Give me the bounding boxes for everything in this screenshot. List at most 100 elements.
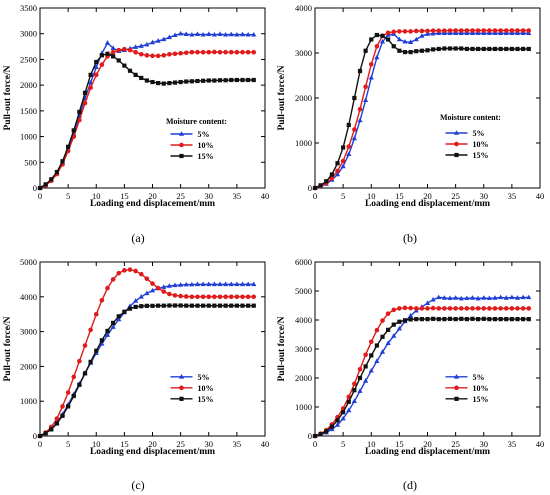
- panel-a-series-1-point: [189, 49, 195, 55]
- panel-b-legend-label-1: 10%: [473, 140, 489, 149]
- panel-d-series-0-point: [436, 294, 442, 300]
- panel-a-xtick-label: 20: [148, 191, 157, 201]
- panel-a-series-0-point: [138, 43, 144, 48]
- panel-d-series-2-point: [470, 316, 475, 321]
- panel-d-series-0-point: [453, 295, 459, 300]
- panel-c-series-2-point: [178, 303, 183, 308]
- panel-b-series-2-point: [318, 183, 323, 188]
- panel-c-series-2-point: [105, 328, 110, 334]
- panel-b-series-1-point: [402, 29, 408, 34]
- panel-a-xtick-label: 10: [92, 191, 101, 201]
- panel-c-series-0-point: [166, 283, 172, 288]
- panel-b-series-0-line: [314, 32, 529, 189]
- panel-c-series-2-point: [37, 433, 43, 439]
- panel-d-xtick-label: 20: [423, 439, 432, 449]
- panel-d-series-1-point: [430, 305, 436, 311]
- panel-a: Pull-out force/N Loading end displacemen…: [3, 3, 269, 245]
- panel-a-series-0-point: [206, 31, 212, 37]
- panel-b-series-1-point: [515, 28, 520, 33]
- panel-c-series-0-point: [110, 324, 116, 329]
- panel-c-series-2-point: [99, 338, 104, 343]
- panel-c-series-2-point: [111, 320, 116, 325]
- panel-b-legend-title: Moisture content:: [440, 113, 501, 122]
- panel-a-series-1-point: [228, 49, 234, 55]
- panel-c-series-2-point: [167, 303, 172, 308]
- panel-c-series-2-point: [94, 348, 99, 353]
- panel-a-series-1-point: [122, 46, 127, 52]
- panel-b-series-0-point: [430, 30, 436, 36]
- panel-d-series-1-point: [374, 327, 380, 333]
- panel-c-xtick-label: 40: [261, 439, 270, 449]
- panel-d-series-2-point: [357, 375, 363, 381]
- panel-d-xtick-label: 35: [508, 439, 517, 449]
- panel-d-series-0-point: [526, 294, 532, 300]
- panel-c-ylabel: Pull-out force/N: [3, 316, 13, 381]
- panel-d-series-0-point: [481, 295, 487, 300]
- panel-b-series-1-point: [430, 28, 436, 34]
- panel-d-series-1-point: [408, 305, 413, 311]
- panel-b-series-1-point: [503, 28, 509, 33]
- panel-c-ytick-label: 4000: [20, 292, 37, 302]
- panel-a-series-1-point: [183, 50, 189, 56]
- panel-d-series-2-point: [335, 418, 340, 423]
- panel-b-series-1-point: [340, 158, 346, 164]
- panel-d-ytick-label: 1000: [295, 402, 312, 412]
- panel-c-series-2-point: [150, 303, 155, 308]
- panel-c-series-1-point: [138, 271, 144, 277]
- panel-b-series-2-point: [369, 37, 374, 42]
- panel-a-legend-label-2: 15%: [198, 152, 214, 161]
- panel-d-series-1-point: [425, 306, 430, 311]
- panel-a-series-0-point: [110, 45, 116, 50]
- panel-c-series-1-point: [234, 294, 240, 300]
- panel-c-series-1-point: [93, 311, 99, 317]
- panel-a-series-2-point: [71, 128, 76, 133]
- panel-a-series-2-point: [144, 78, 149, 83]
- panel-b-xtick-label: 30: [480, 191, 489, 201]
- panel-c-series-2-point: [144, 303, 149, 308]
- panel-a-series-0-point: [104, 40, 111, 45]
- panel-d-series-2-point: [521, 317, 526, 322]
- panel-c-series-0-point: [206, 281, 212, 287]
- panel-a-series-1-point: [93, 72, 99, 78]
- panel-c-series-2-point: [206, 303, 211, 308]
- panel-b-series-1-point: [413, 28, 419, 34]
- panel-a-ytick-label: 3000: [20, 29, 37, 39]
- panel-a-series-0-point: [234, 31, 240, 37]
- panel-c-series-2-point: [88, 359, 93, 364]
- panel-c-series-1-point: [189, 294, 195, 300]
- panel-b-series-1-point: [520, 28, 526, 33]
- panel-b: Pull-out force/N Loading end displacemen…: [277, 3, 544, 245]
- panel-a-series-2-point: [206, 78, 211, 83]
- panel-b-label: (b): [403, 231, 417, 245]
- panel-b-series-2-point: [402, 50, 408, 55]
- panel-a-series-0-point: [149, 39, 156, 45]
- panel-b-ytick-label: 3000: [295, 48, 312, 58]
- panel-d-series-2-point: [374, 343, 379, 348]
- panel-c-series-0-point: [234, 281, 240, 287]
- panel-d-xtick-label: 5: [341, 439, 345, 449]
- panel-d-series-1-line: [314, 307, 529, 437]
- panel-c-series-1-point: [172, 293, 178, 298]
- panel-a-series-1-point: [82, 100, 88, 106]
- panel-c-series-1-point: [144, 276, 150, 282]
- panel-b-series-2-point: [447, 46, 453, 51]
- panel-d-series-0-point: [492, 295, 498, 300]
- panel-d-series-2-point: [324, 429, 329, 434]
- panel-b-series-1-point: [453, 28, 458, 33]
- panel-d-ytick-label: 2000: [295, 373, 312, 383]
- panel-c-series-1-point: [71, 374, 77, 380]
- panel-a-series-2-point: [82, 90, 88, 95]
- panel-c-series-0-point: [189, 281, 195, 287]
- panel-b-ylabel: Pull-out force/N: [277, 65, 287, 130]
- panel-d-series-0-point: [408, 312, 414, 318]
- panel-d-ytick-label: 5000: [295, 286, 312, 296]
- panel-d-series-0-point: [391, 333, 397, 338]
- panel-b-xtick-label: 35: [508, 191, 517, 201]
- panel-c-series-0-point: [228, 281, 234, 287]
- panel-d-series-2-point: [526, 317, 531, 322]
- panel-a-series-2-point: [251, 77, 256, 83]
- panel-d-series-1-point: [436, 306, 442, 311]
- panel-b-series-0-point: [374, 54, 380, 60]
- panel-d-series-1-point: [470, 306, 475, 311]
- panel-a-series-2-point: [240, 77, 245, 83]
